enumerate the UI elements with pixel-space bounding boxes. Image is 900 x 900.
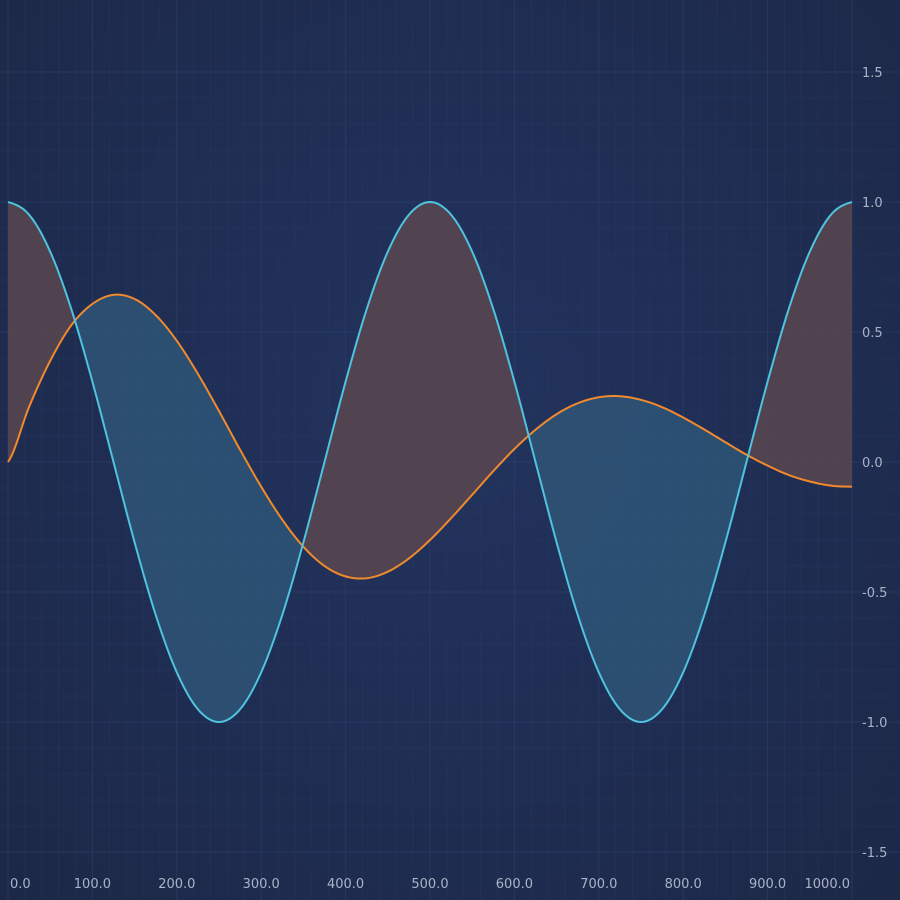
x-tick-label: 200.0: [158, 877, 195, 892]
series-line-2: [7, 200, 853, 724]
fill-band-above: [8, 202, 75, 462]
y-tick-label: 0.5: [862, 326, 883, 341]
x-tick-label: 300.0: [243, 877, 280, 892]
x-tick-label: 800.0: [665, 877, 702, 892]
x-tick-label: 400.0: [327, 877, 364, 892]
x-tick-label: 500.0: [411, 877, 448, 892]
y-tick-label: -1.5: [862, 846, 887, 861]
x-tick-label: 1000.0: [805, 877, 851, 892]
y-tick-label: 1.5: [862, 66, 883, 81]
x-tick-label: 100.0: [74, 877, 111, 892]
fill-bands: [8, 202, 852, 722]
fill-band-above: [748, 202, 852, 487]
x-tick-label: 0.0: [10, 877, 31, 892]
x-tick-label: 700.0: [580, 877, 617, 892]
series-line-1: [7, 293, 853, 580]
fill-band-above: [302, 202, 529, 579]
y-tick-label: -0.5: [862, 586, 887, 601]
y-tick-label: 0.0: [862, 456, 883, 471]
fill-band-below: [74, 294, 303, 722]
x-tick-label: 900.0: [749, 877, 786, 892]
y-tick-label: -1.0: [862, 716, 887, 731]
x-tick-label: 600.0: [496, 877, 533, 892]
fill-band-below: [528, 396, 749, 722]
y-tick-label: 1.0: [862, 196, 883, 211]
